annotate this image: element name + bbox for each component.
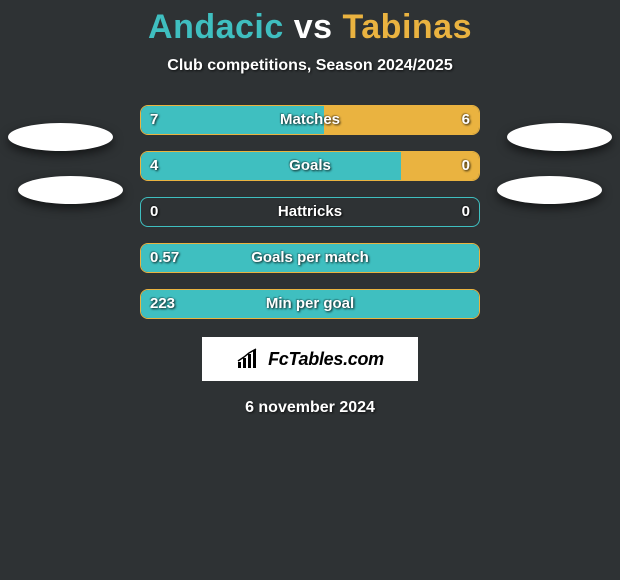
source-badge-text: FcTables.com — [268, 349, 384, 370]
vs-word: vs — [294, 8, 333, 46]
bar-chart-icon — [236, 348, 262, 370]
bar-track — [140, 197, 480, 227]
decorative-ellipse — [8, 123, 113, 151]
bar-left — [141, 290, 479, 318]
decorative-ellipse — [18, 176, 123, 204]
bar-left — [141, 152, 401, 180]
value-left: 7 — [150, 105, 158, 135]
bar-right — [324, 106, 479, 134]
decorative-ellipse — [497, 176, 602, 204]
source-badge[interactable]: FcTables.com — [202, 337, 418, 381]
comparison-title: Andacic vs Tabinas — [0, 0, 620, 47]
bar-left — [141, 106, 324, 134]
bar-track — [140, 151, 480, 181]
value-left: 223 — [150, 289, 175, 319]
value-right: 0 — [462, 151, 470, 181]
snapshot-date: 6 november 2024 — [0, 399, 620, 417]
value-right: 0 — [462, 197, 470, 227]
value-right: 6 — [462, 105, 470, 135]
stat-row: 0.57Goals per match — [0, 243, 620, 273]
value-left: 0 — [150, 197, 158, 227]
bar-track — [140, 243, 480, 273]
value-left: 4 — [150, 151, 158, 181]
bar-track — [140, 289, 480, 319]
stat-row: 223Min per goal — [0, 289, 620, 319]
decorative-ellipse — [507, 123, 612, 151]
bar-left — [141, 244, 479, 272]
value-left: 0.57 — [150, 243, 179, 273]
bar-track — [140, 105, 480, 135]
subtitle: Club competitions, Season 2024/2025 — [0, 57, 620, 75]
player2-name: Tabinas — [343, 8, 472, 46]
player1-name: Andacic — [148, 8, 284, 46]
